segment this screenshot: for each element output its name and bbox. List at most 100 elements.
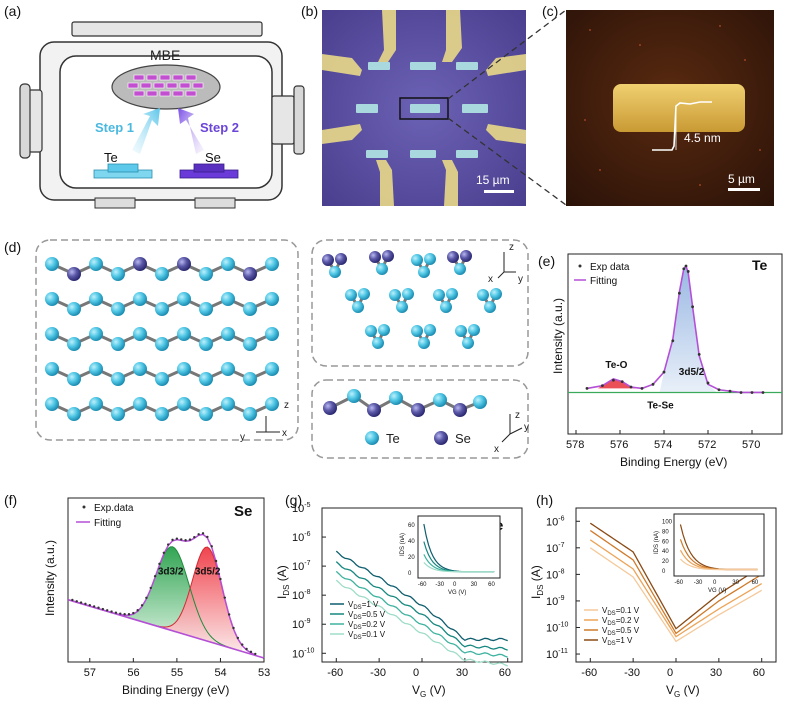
te-atom [155, 302, 169, 316]
te-atom [45, 257, 59, 271]
x-tick-label: -60 [581, 667, 597, 679]
te-atom [111, 267, 125, 281]
x-tick-label: -30 [624, 667, 640, 679]
te-atom [484, 301, 496, 313]
te-atom [418, 266, 430, 278]
exp-point [145, 596, 148, 600]
x-tick-label: 576 [610, 439, 628, 451]
inset-frame [673, 513, 765, 577]
exp-point [171, 538, 174, 542]
x-axis-label: VG (V) [412, 683, 446, 699]
te-o-peak-fill [598, 378, 638, 389]
plot-frame [567, 253, 783, 435]
te-atom [177, 397, 191, 411]
x-tick-label: 57 [84, 667, 96, 679]
te-atom [468, 324, 480, 336]
exp-point [214, 559, 218, 563]
te-atom [45, 362, 59, 376]
exp-point [671, 339, 675, 343]
te-atom [45, 292, 59, 306]
te-atom [243, 407, 257, 421]
te-atom [133, 292, 147, 306]
x-tick-label: 54 [214, 667, 226, 679]
x-tick-label: 60 [753, 667, 765, 679]
panel-b-optical-image: 15 µm [322, 10, 526, 206]
te-atom [221, 327, 235, 341]
legend-label: VDS=0.5 V [348, 610, 386, 621]
inset-frame [417, 515, 501, 579]
se-atom [367, 403, 381, 417]
exp-point [71, 598, 74, 602]
legend-label: VDS=0.1 V [348, 630, 386, 641]
te-atom [345, 289, 357, 301]
te-atom [155, 337, 169, 351]
exp-point [97, 606, 100, 609]
exp-point [739, 391, 743, 394]
exp-point [166, 543, 170, 546]
te-atom [221, 397, 235, 411]
exp-point [691, 305, 694, 309]
step2-arrow [178, 108, 204, 154]
se-3d52-fill [107, 547, 243, 652]
te-atom [440, 301, 452, 313]
x-tick-label: 570 [742, 439, 760, 451]
series-line [589, 529, 763, 635]
te-atom [177, 327, 191, 341]
te-atom [347, 389, 361, 403]
te-atom [89, 292, 103, 306]
x-tick-label: 60 [499, 667, 511, 679]
legend-te: Te [386, 431, 400, 446]
te-atom [329, 266, 341, 278]
x-tick-label: 53 [258, 667, 270, 679]
legend-exp: Exp.data [94, 503, 134, 514]
se-atom [369, 251, 381, 263]
te-atom [177, 362, 191, 376]
te-atom [455, 325, 467, 337]
inset-x-tick: -30 [435, 582, 444, 588]
exp-point [219, 577, 222, 581]
panel-label-f: (f) [4, 492, 17, 508]
exp-point [201, 532, 205, 535]
exp-point [254, 652, 257, 656]
panel-d-crystal-structure: z x y z x y z x y Te Se [35, 239, 529, 459]
panel-label-c: (c) [542, 3, 558, 19]
te-se-peak-fill [659, 266, 717, 393]
te-source-label: Te [104, 150, 118, 165]
te-atom [111, 372, 125, 386]
exp-point [750, 391, 754, 394]
te-atom [111, 407, 125, 421]
annotation-3d52: 3d5/2 [679, 367, 705, 378]
panel-label-a: (a) [4, 3, 21, 19]
legend-fit: Fitting [590, 276, 617, 287]
inset-x-label: VG (V) [708, 588, 726, 594]
te-atom [67, 372, 81, 386]
tese-chain-view [323, 389, 487, 417]
inset-y-tick: 0 [662, 569, 666, 575]
series-line [589, 539, 763, 638]
te-atom [454, 263, 466, 275]
exp-point [162, 551, 166, 555]
inset-y-tick: 60 [408, 523, 415, 529]
exp-point [232, 626, 235, 630]
exp-point [79, 601, 83, 604]
afm-height-label: 4.5 nm [684, 131, 721, 145]
se-atom [133, 257, 147, 271]
te-atom [111, 302, 125, 316]
x-tick-label: 55 [171, 667, 183, 679]
series-line [589, 547, 763, 643]
inset-y-label: IDS (nA) [400, 533, 406, 556]
te-atom [199, 267, 213, 281]
exp-point [92, 605, 96, 608]
te-atom [462, 337, 474, 349]
inset-x-tick: -30 [694, 580, 703, 586]
te-atom [67, 302, 81, 316]
te-atom [133, 362, 147, 376]
y-tick-label: 10-6 [292, 531, 311, 544]
x-tick-label: 30 [456, 667, 468, 679]
te-atom [243, 337, 257, 351]
panel-label-d: (d) [4, 239, 21, 255]
exp-point [140, 604, 144, 607]
inset-x-tick: 0 [713, 580, 717, 586]
te-atom [89, 327, 103, 341]
x-tick-label: 572 [698, 439, 716, 451]
